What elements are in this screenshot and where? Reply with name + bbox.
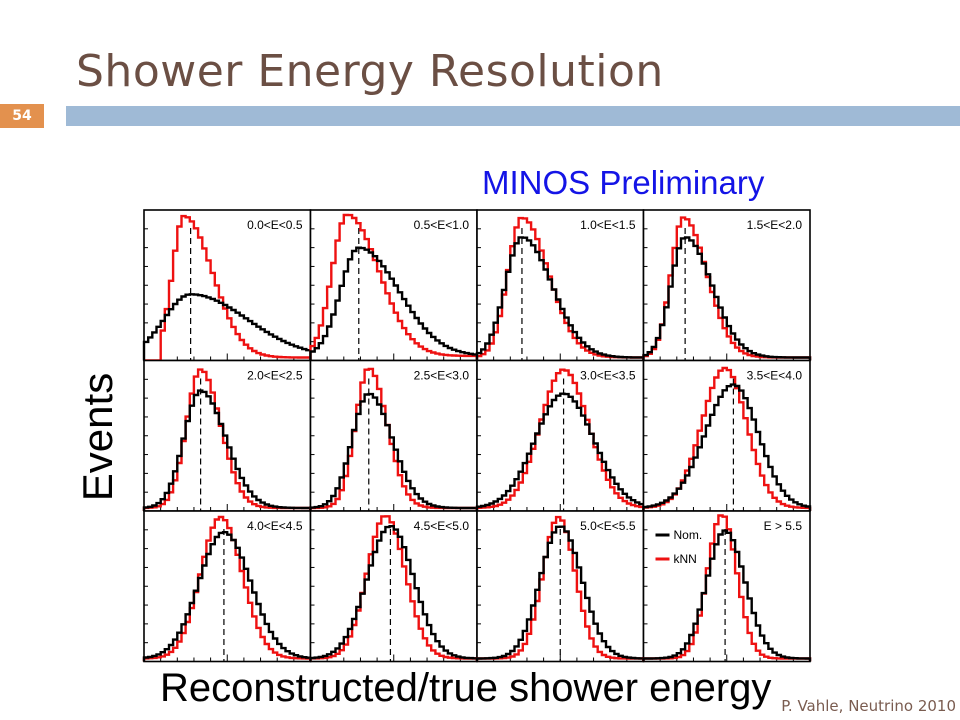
nom-series-line xyxy=(642,529,812,662)
histogram-panel: 0.0<E<0.5 xyxy=(142,209,312,362)
panel-energy-label: 5.0<E<5.5 xyxy=(580,519,636,533)
histogram-panel: 1.5<E<2.0 xyxy=(642,209,812,362)
panel-energy-label: 3.0<E<3.5 xyxy=(580,369,636,383)
panel-energy-label: 1.5<E<2.0 xyxy=(747,218,803,232)
panel-frame xyxy=(143,510,312,663)
panel-frame xyxy=(476,359,645,512)
knn-series-line xyxy=(142,368,312,511)
histogram-panel: 3.0<E<3.5 xyxy=(475,359,645,512)
nom-series-line xyxy=(642,383,812,511)
legend-entry: kNN xyxy=(674,552,697,566)
panel-energy-label: E > 5.5 xyxy=(764,519,803,533)
nom-series-line xyxy=(642,236,812,361)
knn-series-line xyxy=(309,213,479,361)
x-axis-label: Reconstructed/true shower energy xyxy=(160,666,772,710)
panel-frame xyxy=(309,359,478,512)
slide-title: Shower Energy Resolution xyxy=(76,46,664,97)
knn-series-line xyxy=(144,214,312,362)
histogram-panel: 4.5<E<5.0 xyxy=(309,510,479,663)
panel-energy-label: 4.0<E<4.5 xyxy=(247,519,303,533)
y-axis-label: Events xyxy=(74,372,121,502)
panel-energy-label: 2.0<E<2.5 xyxy=(247,369,303,383)
panel-energy-label: 1.0<E<1.5 xyxy=(580,218,636,232)
knn-series-line xyxy=(642,514,812,662)
panel-frame xyxy=(476,209,645,362)
panel-energy-label: 2.5<E<3.0 xyxy=(414,369,470,383)
histogram-panel: 0.5<E<1.0 xyxy=(309,209,479,362)
page-number-badge: 54 xyxy=(0,104,44,128)
histogram-panel: 2.5<E<3.0 xyxy=(309,359,479,512)
nom-series-line xyxy=(142,389,312,511)
knn-series-line xyxy=(309,515,479,662)
histogram-panel: 4.0<E<4.5 xyxy=(142,510,312,663)
histogram-panel: 2.0<E<2.5 xyxy=(142,359,312,512)
chart-subtitle: MINOS Preliminary xyxy=(482,164,765,201)
knn-series-line xyxy=(642,366,812,511)
panel-energy-label: 0.0<E<0.5 xyxy=(247,218,303,232)
title-bar xyxy=(66,106,960,126)
knn-series-line xyxy=(475,368,645,511)
panel-energy-label: 0.5<E<1.0 xyxy=(414,218,470,232)
histogram-panel: 5.0<E<5.5 xyxy=(475,510,645,663)
nom-series-line xyxy=(475,236,645,361)
nom-series-line xyxy=(475,525,645,662)
nom-series-line xyxy=(309,392,479,511)
histogram-panel: 3.5<E<4.0 xyxy=(642,359,812,512)
legend-entry: Nom. xyxy=(674,528,703,542)
panel-energy-label: 4.5<E<5.0 xyxy=(414,519,470,533)
knn-series-line xyxy=(142,515,312,662)
nom-series-line xyxy=(475,392,645,511)
nom-series-line xyxy=(309,246,479,361)
footer-credit: P. Vahle, Neutrino 2010 xyxy=(781,697,956,715)
panel-frame xyxy=(642,359,811,512)
nom-series-line xyxy=(309,525,479,662)
knn-series-line xyxy=(475,515,645,662)
nom-series-line xyxy=(142,531,312,662)
histogram-panel: 1.0<E<1.5 xyxy=(475,209,645,362)
panel-energy-label: 3.5<E<4.0 xyxy=(747,369,803,383)
histogram-panel: E > 5.5 Nom. kNN xyxy=(642,510,812,663)
panel-frame xyxy=(476,510,645,663)
nom-series-line xyxy=(142,293,312,361)
panel-frame xyxy=(143,209,312,362)
